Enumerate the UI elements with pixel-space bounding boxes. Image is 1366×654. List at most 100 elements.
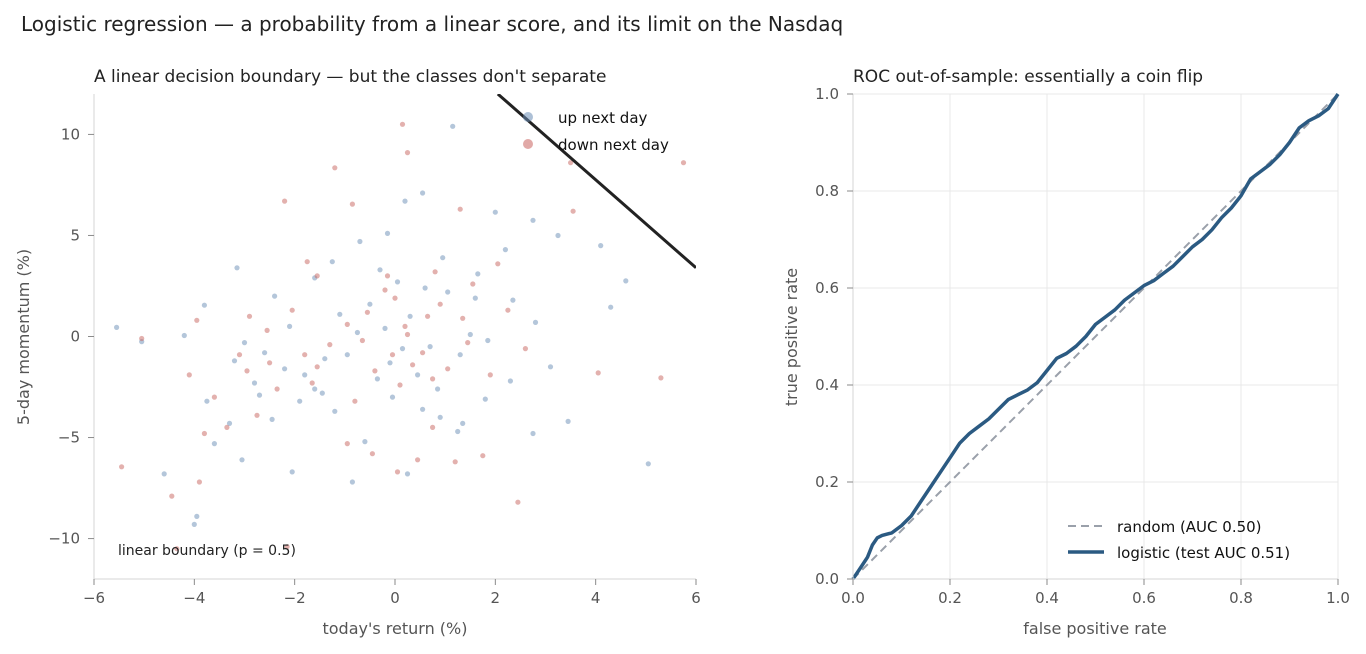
down-point-10 (244, 368, 250, 374)
down-point-9 (224, 424, 230, 430)
up-point-24 (404, 471, 411, 477)
roc-x-ticks: 0.0 0.2 0.4 0.6 0.8 1.0 (841, 579, 1350, 607)
down-point-33 (680, 160, 687, 166)
down-point-7 (201, 430, 207, 437)
up-point-6 (201, 302, 207, 308)
roc-x-tick-label: 0.0 (841, 589, 865, 607)
up-point-23 (362, 439, 368, 445)
legend-label-random: random (AUC 0.50) (1117, 518, 1262, 536)
up-point-64 (241, 340, 248, 346)
up-point-26 (437, 414, 443, 420)
down-point-26 (457, 206, 463, 212)
legend-marker-up (523, 112, 533, 122)
up-point-41 (420, 190, 426, 196)
up-point-29 (482, 396, 488, 402)
scatter-y-tick-label: 5 (70, 226, 80, 244)
roc-y-axis-label: true positive rate (782, 268, 801, 406)
roc-curve (851, 93, 1340, 580)
up-point-56 (394, 279, 401, 285)
scatter-x-tick-label: 6 (691, 589, 701, 607)
down-point-50 (522, 346, 529, 352)
up-point-55 (374, 376, 380, 382)
down-point-63 (430, 376, 436, 382)
up-point-34 (608, 304, 614, 310)
up-point-2 (161, 471, 167, 477)
down-point-34 (399, 121, 406, 127)
down-point-41 (420, 350, 426, 356)
up-point-50 (407, 313, 413, 319)
up-point-70 (399, 346, 406, 352)
down-point-68 (236, 352, 243, 358)
down-point-44 (327, 342, 333, 348)
up-point-13 (251, 380, 258, 386)
down-point-51 (309, 380, 315, 386)
down-point-23 (415, 457, 421, 463)
up-point-20 (322, 356, 328, 362)
down-point-53 (389, 352, 396, 358)
roc-title: ROC out-of-sample: essentially a coin fl… (853, 67, 1203, 87)
down-point-52 (264, 327, 270, 333)
up-point-18 (297, 398, 303, 404)
up-point-63 (272, 293, 278, 299)
decision-boundary-line (496, 94, 696, 269)
down-point-31 (595, 370, 601, 376)
legend-marker-down (523, 139, 533, 149)
up-point-57 (440, 255, 446, 261)
scatter-x-tick-label: 0 (390, 589, 400, 607)
up-point-9 (226, 420, 233, 426)
up-point-32 (565, 418, 571, 424)
up-point-75 (435, 386, 441, 392)
up-point-45 (329, 259, 335, 265)
roc-x-tick-label: 0.8 (1229, 589, 1253, 607)
boundary-annotation: linear boundary (p = 0.5) (118, 543, 296, 559)
up-point-47 (287, 323, 293, 329)
up-point-59 (510, 297, 516, 303)
down-point-24 (430, 424, 436, 430)
up-point-49 (382, 325, 388, 331)
down-point-11 (254, 412, 260, 418)
down-point-47 (432, 269, 438, 275)
roc-y-tick-label: 0.4 (815, 376, 839, 394)
roc-y-tick-label: 0.0 (815, 570, 839, 588)
up-point-51 (427, 344, 433, 350)
up-point-4 (191, 521, 197, 528)
up-point-40 (450, 123, 456, 129)
down-point-20 (369, 451, 375, 457)
figure-title: Logistic regression — a probability from… (21, 12, 843, 36)
scatter-y-tick-label: 10 (61, 125, 80, 143)
scatter-x-tick-label: 2 (491, 589, 501, 607)
up-point-27 (455, 428, 461, 435)
down-point-28 (515, 499, 521, 505)
down-point-22 (404, 150, 411, 156)
up-point-31 (530, 430, 536, 437)
scatter-points (114, 121, 687, 552)
up-point-74 (319, 390, 325, 396)
down-point-46 (392, 295, 398, 301)
up-point-17 (289, 469, 295, 475)
up-point-14 (262, 350, 268, 356)
down-point-15 (302, 352, 308, 358)
legend-label-logistic: logistic (test AUC 0.51) (1117, 544, 1290, 562)
up-point-53 (467, 331, 473, 338)
down-point-21 (394, 469, 401, 475)
down-point-27 (480, 453, 486, 459)
down-point-5 (194, 317, 200, 323)
up-point-7 (204, 398, 210, 404)
up-point-15 (269, 416, 275, 422)
up-point-8 (211, 441, 217, 447)
down-point-65 (397, 382, 403, 388)
legend-label-down: down next day (558, 136, 669, 154)
roc-y-tick-label: 1.0 (815, 85, 839, 103)
roc-gridlines (852, 93, 1339, 580)
down-point-37 (289, 307, 295, 313)
scatter-legend: up next day down next day (523, 109, 669, 154)
down-point-57 (359, 337, 365, 344)
scatter-y-axis-label: 5-day momentum (%) (14, 249, 33, 425)
up-point-48 (367, 301, 373, 307)
down-point-32 (658, 375, 664, 381)
down-point-30 (570, 208, 576, 214)
down-point-2 (169, 493, 175, 499)
roc-legend: random (AUC 0.50) logistic (test AUC 0.5… (1068, 518, 1290, 562)
up-point-77 (389, 394, 396, 400)
